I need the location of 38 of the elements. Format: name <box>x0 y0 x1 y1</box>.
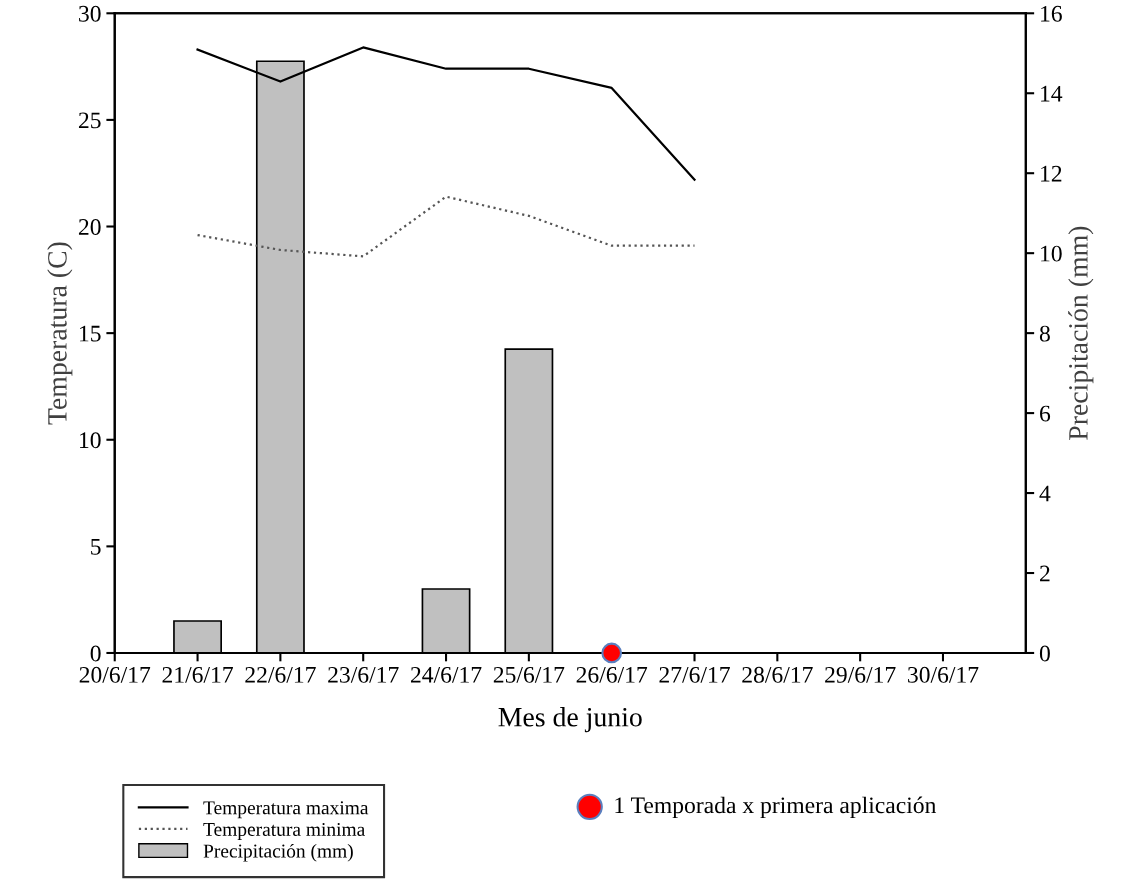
line-series <box>196 195 696 258</box>
legend-label: Temperatura minima <box>203 822 365 840</box>
y2-axis-title: Precipitación (mm) <box>1068 226 1094 440</box>
y2-tick-label: 2 <box>1040 565 1050 582</box>
y2-tick-label: 10 <box>1041 245 1062 262</box>
y2-tick-label: 12 <box>1041 165 1062 182</box>
y-tick-label: 15 <box>80 325 101 342</box>
y2-tick-label: 4 <box>1039 485 1051 502</box>
y-axis-title: Temperatura (C) <box>47 242 73 425</box>
x-tick-label: 25/6/17 <box>493 666 565 683</box>
bar <box>421 588 471 653</box>
x-tick-label: 26/6/17 <box>576 666 648 683</box>
x-tick-label: 23/6/17 <box>328 666 399 683</box>
x-tick-label: 21/6/17 <box>162 666 233 683</box>
x-tick-label: 28/6/17 <box>742 666 813 683</box>
x-tick-label: 24/6/17 <box>411 666 482 683</box>
legend-label: Temperatura maxima <box>203 801 369 819</box>
x-tick-label: 22/6/17 <box>245 666 316 683</box>
y-tick-label: 0 <box>90 645 101 662</box>
y-tick-label: 5 <box>91 539 101 555</box>
y-tick-label: 25 <box>78 112 101 129</box>
y-tick-label: 20 <box>78 219 101 235</box>
legend-label: 1 Temporada x primera aplicación <box>615 796 937 819</box>
y-tick-label: 30 <box>79 5 101 22</box>
y2-tick-label: 16 <box>1041 5 1062 22</box>
legend-label: Precipitación (mm) <box>203 843 353 862</box>
x-axis-title: Mes de junio <box>498 707 642 733</box>
x-tick-label: 30/6/17 <box>908 666 979 683</box>
y2-tick-label: 6 <box>1040 405 1051 422</box>
y2-tick-label: 14 <box>1041 85 1063 102</box>
bar <box>504 348 554 653</box>
y-tick-label: 10 <box>80 432 101 449</box>
bar <box>173 620 223 653</box>
y2-tick-label: 8 <box>1039 325 1050 342</box>
x-tick-label: 20/6/17 <box>79 666 151 683</box>
x-tick-label: 27/6/17 <box>659 666 730 683</box>
y2-tick-label: 0 <box>1039 645 1050 662</box>
x-tick-label: 29/6/17 <box>825 666 896 683</box>
